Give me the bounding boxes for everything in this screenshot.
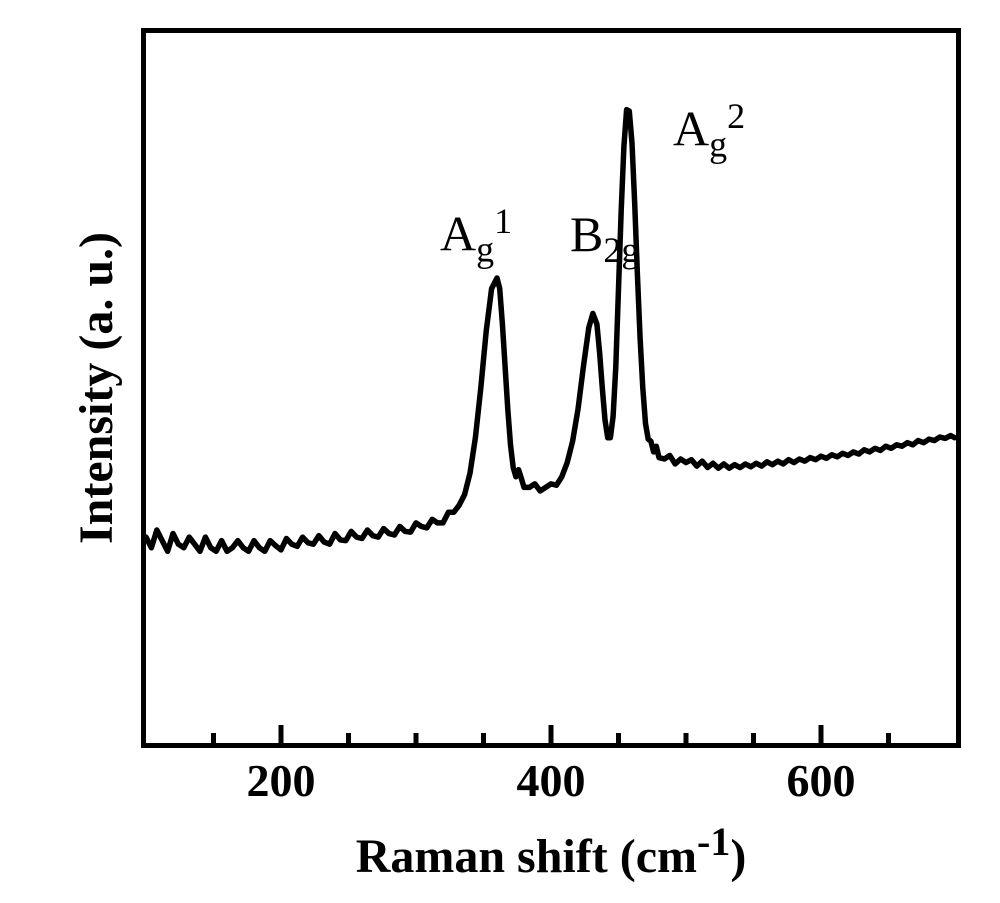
plot-area (141, 28, 961, 748)
x-axis-title-text: Raman shift (cm (356, 830, 697, 883)
peak-label-superscript: 1 (494, 201, 512, 241)
x-ticks-major (281, 725, 821, 743)
peak-label-subscript: 2g (603, 230, 639, 270)
peak-label-base: B (570, 206, 603, 262)
peak-label-subscript: g (476, 230, 494, 270)
x-axis-title: Raman shift (cm-1) (356, 818, 747, 884)
plot-svg (141, 28, 961, 748)
peak-label-base: A (673, 101, 709, 157)
x-tick-label: 400 (517, 754, 586, 807)
peak-label-subscript: g (709, 125, 727, 165)
y-axis-title: Intensity (a. u.) (69, 232, 124, 544)
peak-label-superscript: 2 (727, 96, 745, 136)
x-tick-label: 200 (247, 754, 316, 807)
peak-label: B2g (570, 205, 639, 271)
peak-label: Ag2 (673, 95, 745, 166)
raman-spectrum-figure: 200 400 600 Raman shift (cm-1) Intensity (… (0, 0, 1000, 903)
x-axis-title-suffix: ) (730, 830, 746, 883)
x-tick-label: 600 (787, 754, 856, 807)
axis-frame (144, 31, 959, 746)
raman-spectrum-line (146, 110, 955, 552)
peak-label: Ag1 (440, 200, 512, 271)
peak-label-base: A (440, 206, 476, 262)
y-axis-title-text: Intensity (a. u.) (70, 232, 123, 544)
x-axis-title-sup: -1 (697, 819, 730, 864)
